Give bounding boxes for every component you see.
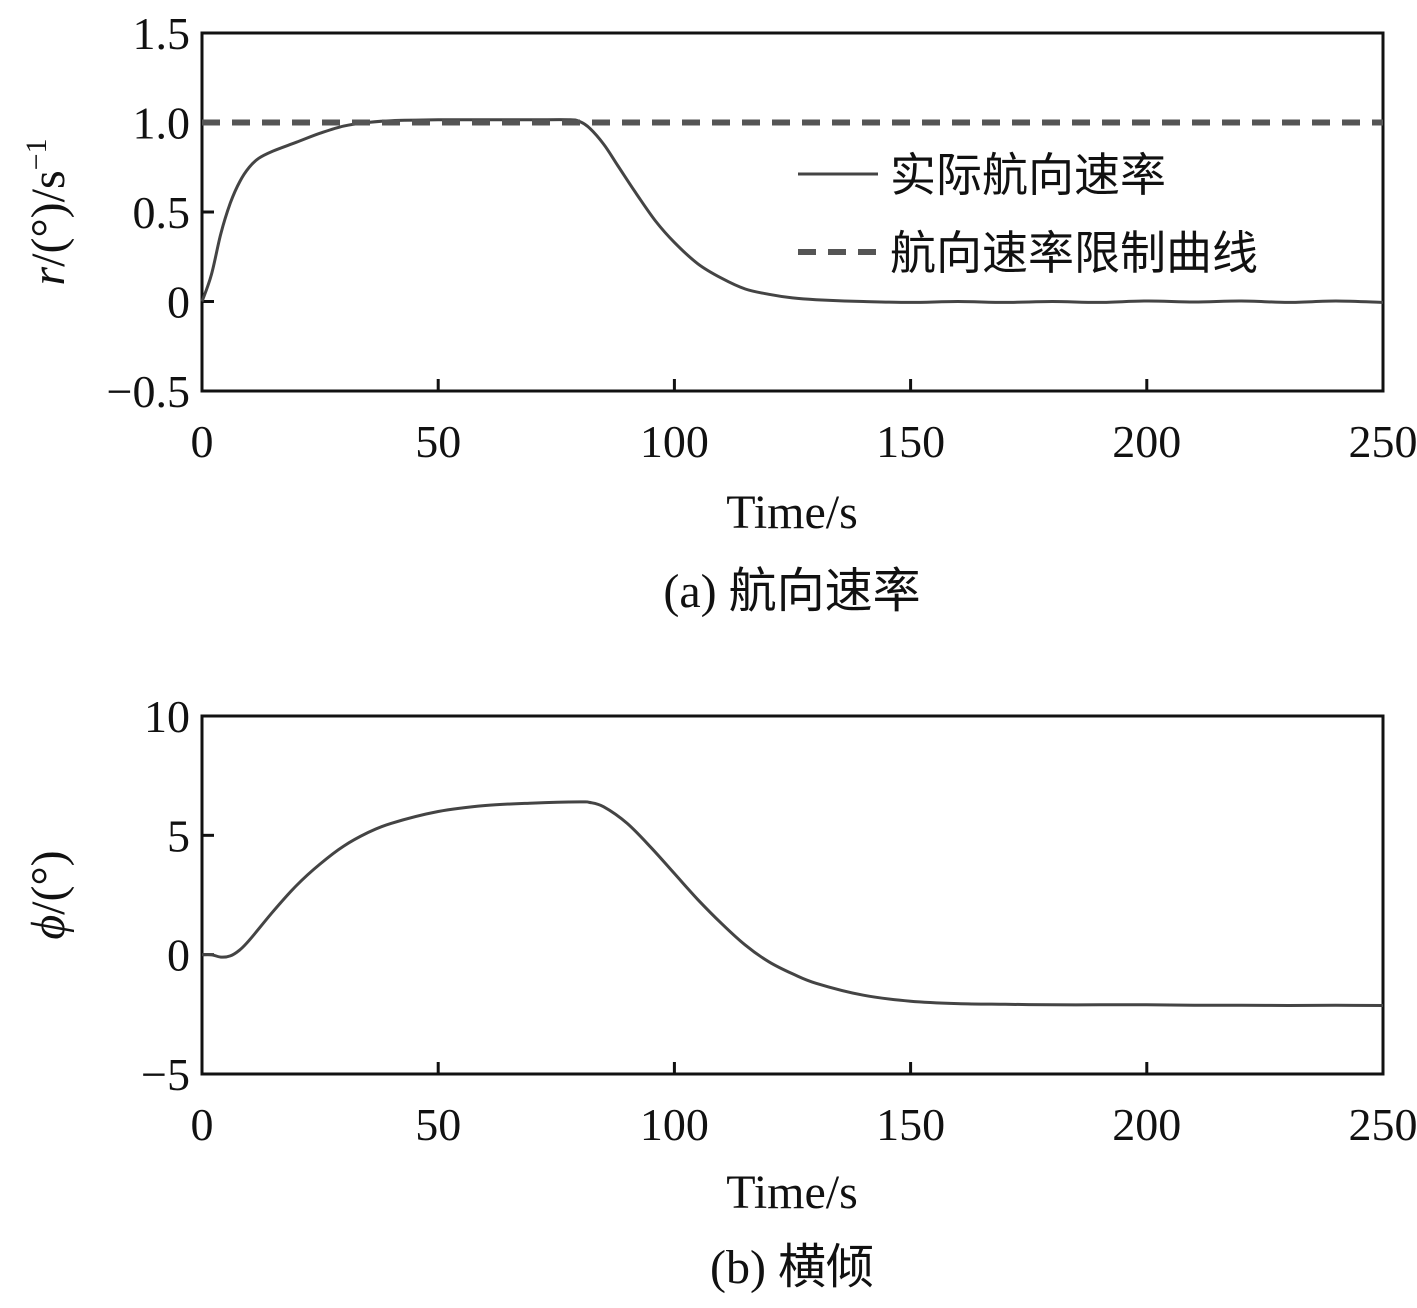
panel-a-x-tick-label: 50: [415, 416, 461, 467]
panel-a-y-tick-label: −0.5: [107, 366, 190, 417]
panel-a-series: [200, 118, 1384, 304]
panel-a-x-tick-label: 250: [1349, 416, 1417, 467]
panel-a-heading-rate: 0 50 100 150 200 250−0.500.51.01.5 Time/s r/(…: [20, 8, 1417, 618]
panel-b-series-line-0: [201, 800, 1384, 1007]
panel-b-y-axis-unit: /(°): [22, 850, 75, 915]
panel-a-y-tick-label: 1.5: [133, 8, 191, 59]
panel-a-caption: (a) 航向速率: [663, 565, 920, 618]
panel-b-y-tick-label: 5: [167, 810, 190, 861]
panel-b-y-axis-title: ϕ/(°): [22, 850, 75, 939]
panel-a-ticks: 0 50 100 150 200 250−0.500.51.01.5: [107, 8, 1417, 467]
panel-b-x-tick-label: 150: [876, 1099, 945, 1150]
panel-a-y-axis-unit: /(°)/s: [22, 170, 75, 267]
panel-a-axes-frame: [200, 31, 1385, 393]
panel-a-x-tick-label: 150: [876, 416, 945, 467]
panel-a-series-line-0: [200, 118, 1384, 304]
legend: 实际航向速率 航向速率限制曲线: [798, 148, 1258, 280]
panel-a-y-tick-label: 0: [167, 277, 190, 328]
panel-a-y-axis-superscript: −1: [20, 138, 53, 170]
panel-a-y-axis-symbol: r: [22, 267, 75, 286]
panel-a-x-axis-title: Time/s: [726, 486, 858, 539]
legend-label-actual-rate: 实际航向速率: [890, 148, 1166, 202]
panel-b-y-tick-label: 10: [144, 691, 190, 742]
panel-b-series: [201, 800, 1384, 1007]
panel-b-x-tick-label: 50: [415, 1099, 461, 1150]
panel-a-y-tick-label: 0.5: [133, 187, 191, 238]
panel-a-y-tick-label: 1.0: [133, 98, 191, 149]
panel-a-x-tick-label: 200: [1112, 416, 1181, 467]
panel-b-y-tick-label: −5: [141, 1049, 190, 1100]
panel-b-x-tick-label: 0: [191, 1099, 214, 1150]
panel-b-x-tick-label: 250: [1349, 1099, 1417, 1150]
panel-b-axes-frame: [200, 714, 1385, 1076]
panel-b-x-tick-label: 200: [1112, 1099, 1181, 1150]
panel-a-y-axis-title: r/(°)/s−1: [20, 138, 75, 285]
panel-b-y-axis-symbol: ϕ: [22, 915, 75, 940]
panel-b-y-tick-label: 0: [167, 930, 190, 981]
panel-b-caption: (b) 横倾: [710, 1241, 874, 1294]
panel-b-x-tick-label: 100: [640, 1099, 709, 1150]
legend-label-rate-limit: 航向速率限制曲线: [890, 226, 1258, 280]
panel-a-x-tick-label: 0: [191, 416, 214, 467]
panel-a-x-tick-label: 100: [640, 416, 709, 467]
panel-b-x-axis-title: Time/s: [726, 1166, 858, 1219]
